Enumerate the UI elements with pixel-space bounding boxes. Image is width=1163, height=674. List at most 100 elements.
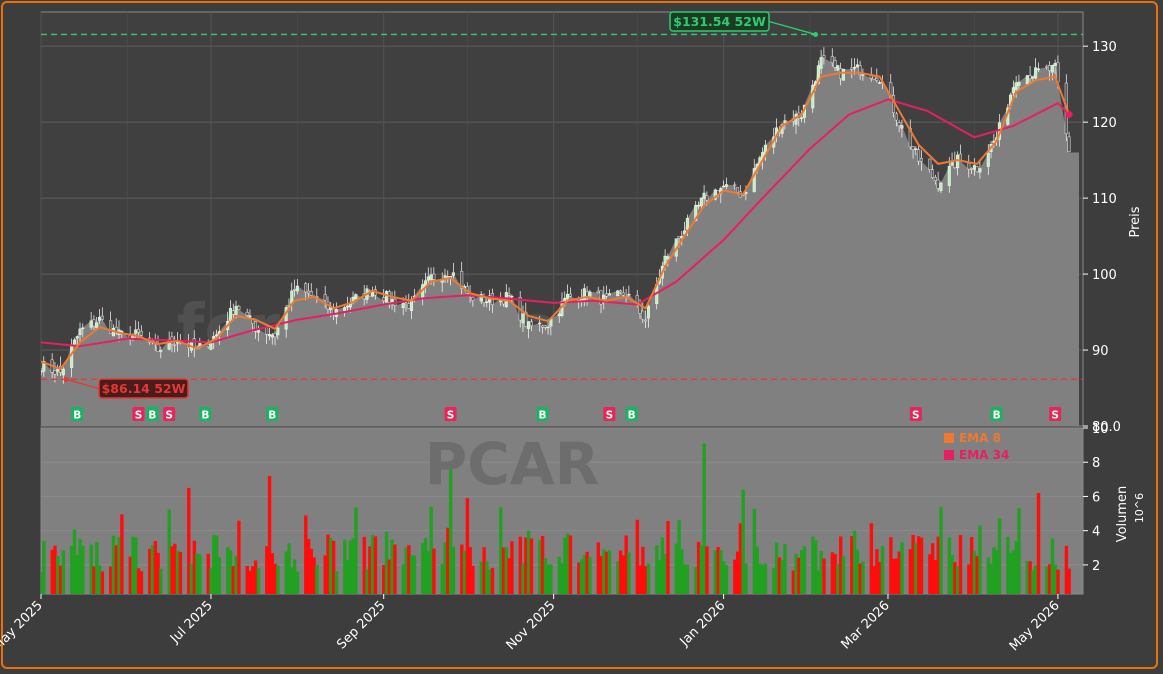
volume-bar bbox=[499, 507, 503, 594]
volume-bar bbox=[432, 548, 436, 594]
volume-bar bbox=[850, 536, 854, 594]
volume-bar bbox=[900, 542, 904, 594]
candle-body bbox=[733, 184, 737, 187]
candle-body bbox=[89, 320, 93, 328]
candle-body bbox=[933, 176, 937, 181]
candle-body bbox=[1067, 136, 1071, 152]
volume-bar bbox=[524, 537, 528, 594]
candle-body bbox=[853, 67, 857, 69]
volume-bar bbox=[175, 550, 180, 594]
candle-body bbox=[1036, 68, 1040, 71]
volume-tick-label: 8 bbox=[1092, 456, 1100, 471]
volume-bar bbox=[755, 546, 759, 594]
candle-body bbox=[894, 113, 898, 121]
volume-bar bbox=[109, 566, 113, 594]
volume-bar bbox=[1025, 560, 1030, 594]
volume-bar bbox=[655, 545, 659, 594]
volume-bar bbox=[95, 542, 99, 594]
candle-body bbox=[267, 334, 271, 337]
candle-body bbox=[685, 218, 689, 230]
candle-body bbox=[120, 330, 124, 333]
close-area bbox=[41, 57, 1079, 426]
candle-body bbox=[931, 169, 935, 178]
candle-body bbox=[323, 294, 327, 301]
signal-badge bbox=[1049, 407, 1062, 421]
legend: EMA 8 EMA 34 bbox=[944, 431, 1009, 462]
volume-bar bbox=[1017, 508, 1021, 594]
candle-body bbox=[432, 273, 436, 280]
candle-body bbox=[384, 291, 388, 303]
volume-bar bbox=[760, 564, 765, 594]
volume-bar bbox=[682, 564, 687, 594]
volume-bar bbox=[429, 506, 433, 594]
level-lines: $131.54 52W $86.14 52W bbox=[41, 11, 1083, 399]
volume-bar bbox=[1050, 538, 1055, 594]
x-tick-label: Nov 2025 bbox=[504, 598, 559, 653]
volume-bar bbox=[462, 550, 467, 594]
signal-badge bbox=[603, 407, 616, 421]
candle-body bbox=[471, 296, 475, 301]
volume-bar bbox=[577, 562, 581, 594]
x-tick-label: Jan 2026 bbox=[677, 598, 729, 650]
volume-bar bbox=[602, 549, 606, 594]
price-tick-label: 120 bbox=[1092, 116, 1117, 131]
candle-body bbox=[1011, 87, 1015, 93]
volume-bar bbox=[117, 536, 121, 594]
candle-body bbox=[245, 311, 249, 316]
volume-bar bbox=[170, 546, 174, 594]
volume-bar bbox=[136, 568, 141, 594]
candle-body bbox=[139, 330, 143, 336]
volume-bar bbox=[404, 547, 408, 594]
candle-body bbox=[98, 316, 102, 321]
volume-bar bbox=[802, 546, 807, 594]
signal-label: B bbox=[201, 410, 209, 422]
candle-body bbox=[1034, 67, 1038, 79]
volume-bar bbox=[1014, 541, 1018, 594]
candle-body bbox=[265, 327, 269, 335]
volume-bar bbox=[178, 551, 183, 594]
candle-body bbox=[861, 74, 865, 76]
signal-badge bbox=[132, 407, 145, 421]
candle-body bbox=[841, 68, 845, 81]
ema-end-dot bbox=[1065, 111, 1073, 119]
volume-bars bbox=[41, 443, 1071, 594]
annotation-label: $131.54 52W bbox=[673, 14, 766, 29]
volume-bar bbox=[978, 525, 982, 594]
volume-bar bbox=[724, 565, 729, 594]
candle-body bbox=[237, 305, 241, 310]
candle-body bbox=[602, 294, 606, 303]
candle-body bbox=[401, 303, 405, 309]
candle-body bbox=[507, 293, 511, 296]
candle-body bbox=[897, 122, 901, 126]
volume-bar bbox=[738, 523, 743, 594]
candle-body bbox=[78, 328, 82, 335]
volume-bar bbox=[997, 518, 1002, 594]
ema-slow-line bbox=[41, 98, 1070, 348]
volume-bar bbox=[150, 545, 155, 594]
volume-bar bbox=[148, 548, 152, 594]
candle-body bbox=[81, 327, 85, 329]
volume-bar bbox=[549, 564, 553, 594]
volume-bar bbox=[1064, 545, 1069, 594]
volume-bar bbox=[70, 545, 74, 594]
volume-bar bbox=[228, 550, 233, 594]
candle-body bbox=[1014, 82, 1018, 91]
volume-bar bbox=[733, 559, 737, 594]
volume-bar bbox=[248, 570, 252, 594]
candle-body bbox=[134, 329, 138, 334]
x-axis-ticks: May 2025 Jul 2025 Sep 2025 Nov 2025 Jan 2026… bbox=[0, 594, 1063, 654]
volume-bar bbox=[460, 544, 464, 594]
volume-bar bbox=[663, 553, 667, 594]
candle-body bbox=[646, 306, 650, 319]
signal-label: B bbox=[538, 410, 546, 422]
volume-bar bbox=[800, 550, 804, 594]
volume-axis-label: Volumen bbox=[1115, 486, 1130, 543]
signal-label: B bbox=[148, 410, 156, 422]
candle-body bbox=[752, 168, 756, 193]
signal-badge bbox=[71, 407, 84, 421]
volume-bar bbox=[538, 539, 542, 594]
volume-bar bbox=[245, 565, 249, 594]
volume-bar bbox=[674, 543, 679, 594]
candle-body bbox=[343, 307, 347, 311]
